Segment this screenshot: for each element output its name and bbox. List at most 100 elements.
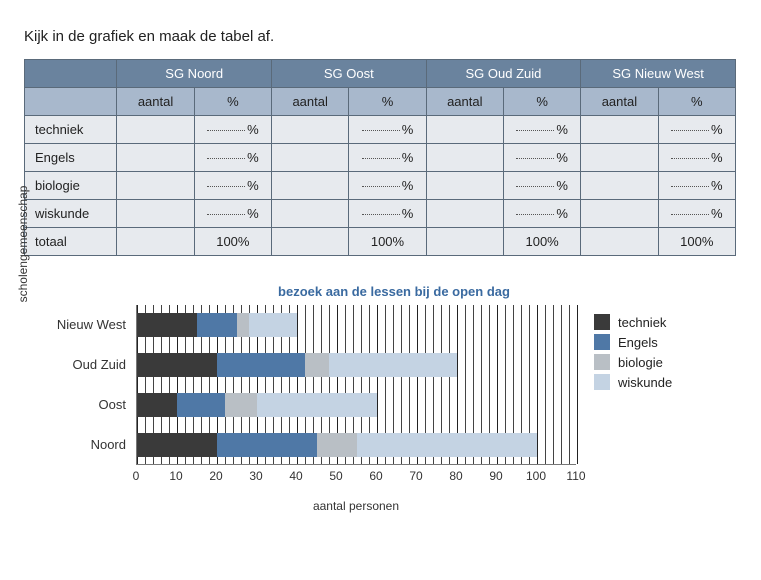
bar-segment-biologie	[237, 313, 249, 337]
cell-aantal[interactable]	[117, 200, 194, 228]
bar-segment-biologie	[305, 353, 329, 377]
subheader-aantal: aantal	[581, 88, 658, 116]
cell-aantal[interactable]	[581, 200, 658, 228]
cell-pct: 100%	[503, 228, 580, 256]
chart-title: bezoek aan de lessen bij de open dag	[174, 284, 614, 299]
x-tick: 110	[566, 469, 585, 483]
subheader-pct: %	[503, 88, 580, 116]
x-tick: 70	[409, 469, 422, 483]
bar-segment-techniek	[137, 313, 197, 337]
header-school: SG Oost	[272, 60, 427, 88]
row-label: wiskunde	[25, 200, 117, 228]
cell-aantal[interactable]	[117, 228, 194, 256]
cell-pct[interactable]: %	[658, 200, 735, 228]
x-tick: 30	[249, 469, 262, 483]
legend-swatch	[594, 334, 610, 350]
legend-swatch	[594, 374, 610, 390]
cell-pct[interactable]: %	[503, 200, 580, 228]
subheader-pct: %	[349, 88, 426, 116]
cell-aantal[interactable]	[272, 144, 349, 172]
subheader-aantal: aantal	[272, 88, 349, 116]
cell-aantal[interactable]	[272, 116, 349, 144]
cell-aantal[interactable]	[426, 228, 503, 256]
cell-aantal[interactable]	[426, 144, 503, 172]
bar-segment-techniek	[137, 353, 217, 377]
legend-swatch	[594, 354, 610, 370]
x-axis-label: aantal personen	[136, 499, 576, 513]
legend: techniekEngelsbiologiewiskunde	[594, 314, 672, 394]
category-label: Oud Zuid	[24, 345, 136, 385]
cell-aantal[interactable]	[272, 228, 349, 256]
cell-pct[interactable]: %	[349, 200, 426, 228]
legend-label: biologie	[618, 355, 663, 370]
legend-item: biologie	[594, 354, 672, 370]
cell-aantal[interactable]	[581, 116, 658, 144]
bar-segment-wiskunde	[249, 313, 297, 337]
cell-pct[interactable]: %	[349, 144, 426, 172]
subheader-pct: %	[194, 88, 271, 116]
cell-pct[interactable]: %	[194, 116, 271, 144]
cell-pct[interactable]: %	[658, 116, 735, 144]
legend-label: techniek	[618, 315, 666, 330]
header-blank	[25, 60, 117, 88]
cell-pct[interactable]: %	[194, 144, 271, 172]
cell-aantal[interactable]	[581, 144, 658, 172]
x-tick: 80	[449, 469, 462, 483]
header-school: SG Oud Zuid	[426, 60, 581, 88]
cell-pct[interactable]: %	[503, 144, 580, 172]
cell-aantal[interactable]	[426, 116, 503, 144]
legend-label: Engels	[618, 335, 658, 350]
cell-pct: 100%	[349, 228, 426, 256]
bar-segment-Engels	[217, 353, 305, 377]
y-axis-label: scholengemeenschap	[16, 164, 30, 324]
category-label: Noord	[24, 425, 136, 465]
header-school: SG Noord	[117, 60, 272, 88]
legend-item: Engels	[594, 334, 672, 350]
x-tick: 50	[329, 469, 342, 483]
x-tick: 60	[369, 469, 382, 483]
cell-pct[interactable]: %	[194, 172, 271, 200]
cell-pct[interactable]: %	[194, 200, 271, 228]
cell-pct[interactable]: %	[503, 172, 580, 200]
header-school: SG Nieuw West	[581, 60, 736, 88]
x-tick-labels: 0102030405060708090100110	[136, 465, 576, 499]
subheader-aantal: aantal	[426, 88, 503, 116]
category-labels: Nieuw WestOud ZuidOostNoord	[24, 305, 136, 465]
subheader-aantal: aantal	[117, 88, 194, 116]
bar-segment-Engels	[217, 433, 317, 457]
cell-aantal[interactable]	[117, 116, 194, 144]
row-label: Engels	[25, 144, 117, 172]
cell-aantal[interactable]	[581, 228, 658, 256]
cell-aantal[interactable]	[426, 200, 503, 228]
x-tick: 40	[289, 469, 302, 483]
cell-pct[interactable]: %	[349, 116, 426, 144]
cell-pct[interactable]: %	[349, 172, 426, 200]
legend-item: techniek	[594, 314, 672, 330]
cell-aantal[interactable]	[272, 172, 349, 200]
cell-aantal[interactable]	[117, 144, 194, 172]
cell-aantal[interactable]	[272, 200, 349, 228]
page-title: Kijk in de grafiek en maak de tabel af.	[24, 28, 737, 45]
x-tick: 90	[489, 469, 502, 483]
x-tick: 0	[133, 469, 140, 483]
cell-aantal[interactable]	[426, 172, 503, 200]
bar-segment-techniek	[137, 393, 177, 417]
row-label: biologie	[25, 172, 117, 200]
legend-swatch	[594, 314, 610, 330]
cell-aantal[interactable]	[117, 172, 194, 200]
bar-segment-biologie	[317, 433, 357, 457]
cell-aantal[interactable]	[581, 172, 658, 200]
cell-pct[interactable]: %	[658, 144, 735, 172]
cell-pct[interactable]: %	[503, 116, 580, 144]
bar-segment-wiskunde	[329, 353, 457, 377]
bar-segment-wiskunde	[257, 393, 377, 417]
bar-segment-Engels	[177, 393, 225, 417]
cell-pct: 100%	[658, 228, 735, 256]
cell-pct[interactable]: %	[658, 172, 735, 200]
x-tick: 10	[169, 469, 182, 483]
bar-segment-techniek	[137, 433, 217, 457]
bar-segment-Engels	[197, 313, 237, 337]
cell-pct: 100%	[194, 228, 271, 256]
bar-segment-wiskunde	[357, 433, 537, 457]
subheader-blank	[25, 88, 117, 116]
